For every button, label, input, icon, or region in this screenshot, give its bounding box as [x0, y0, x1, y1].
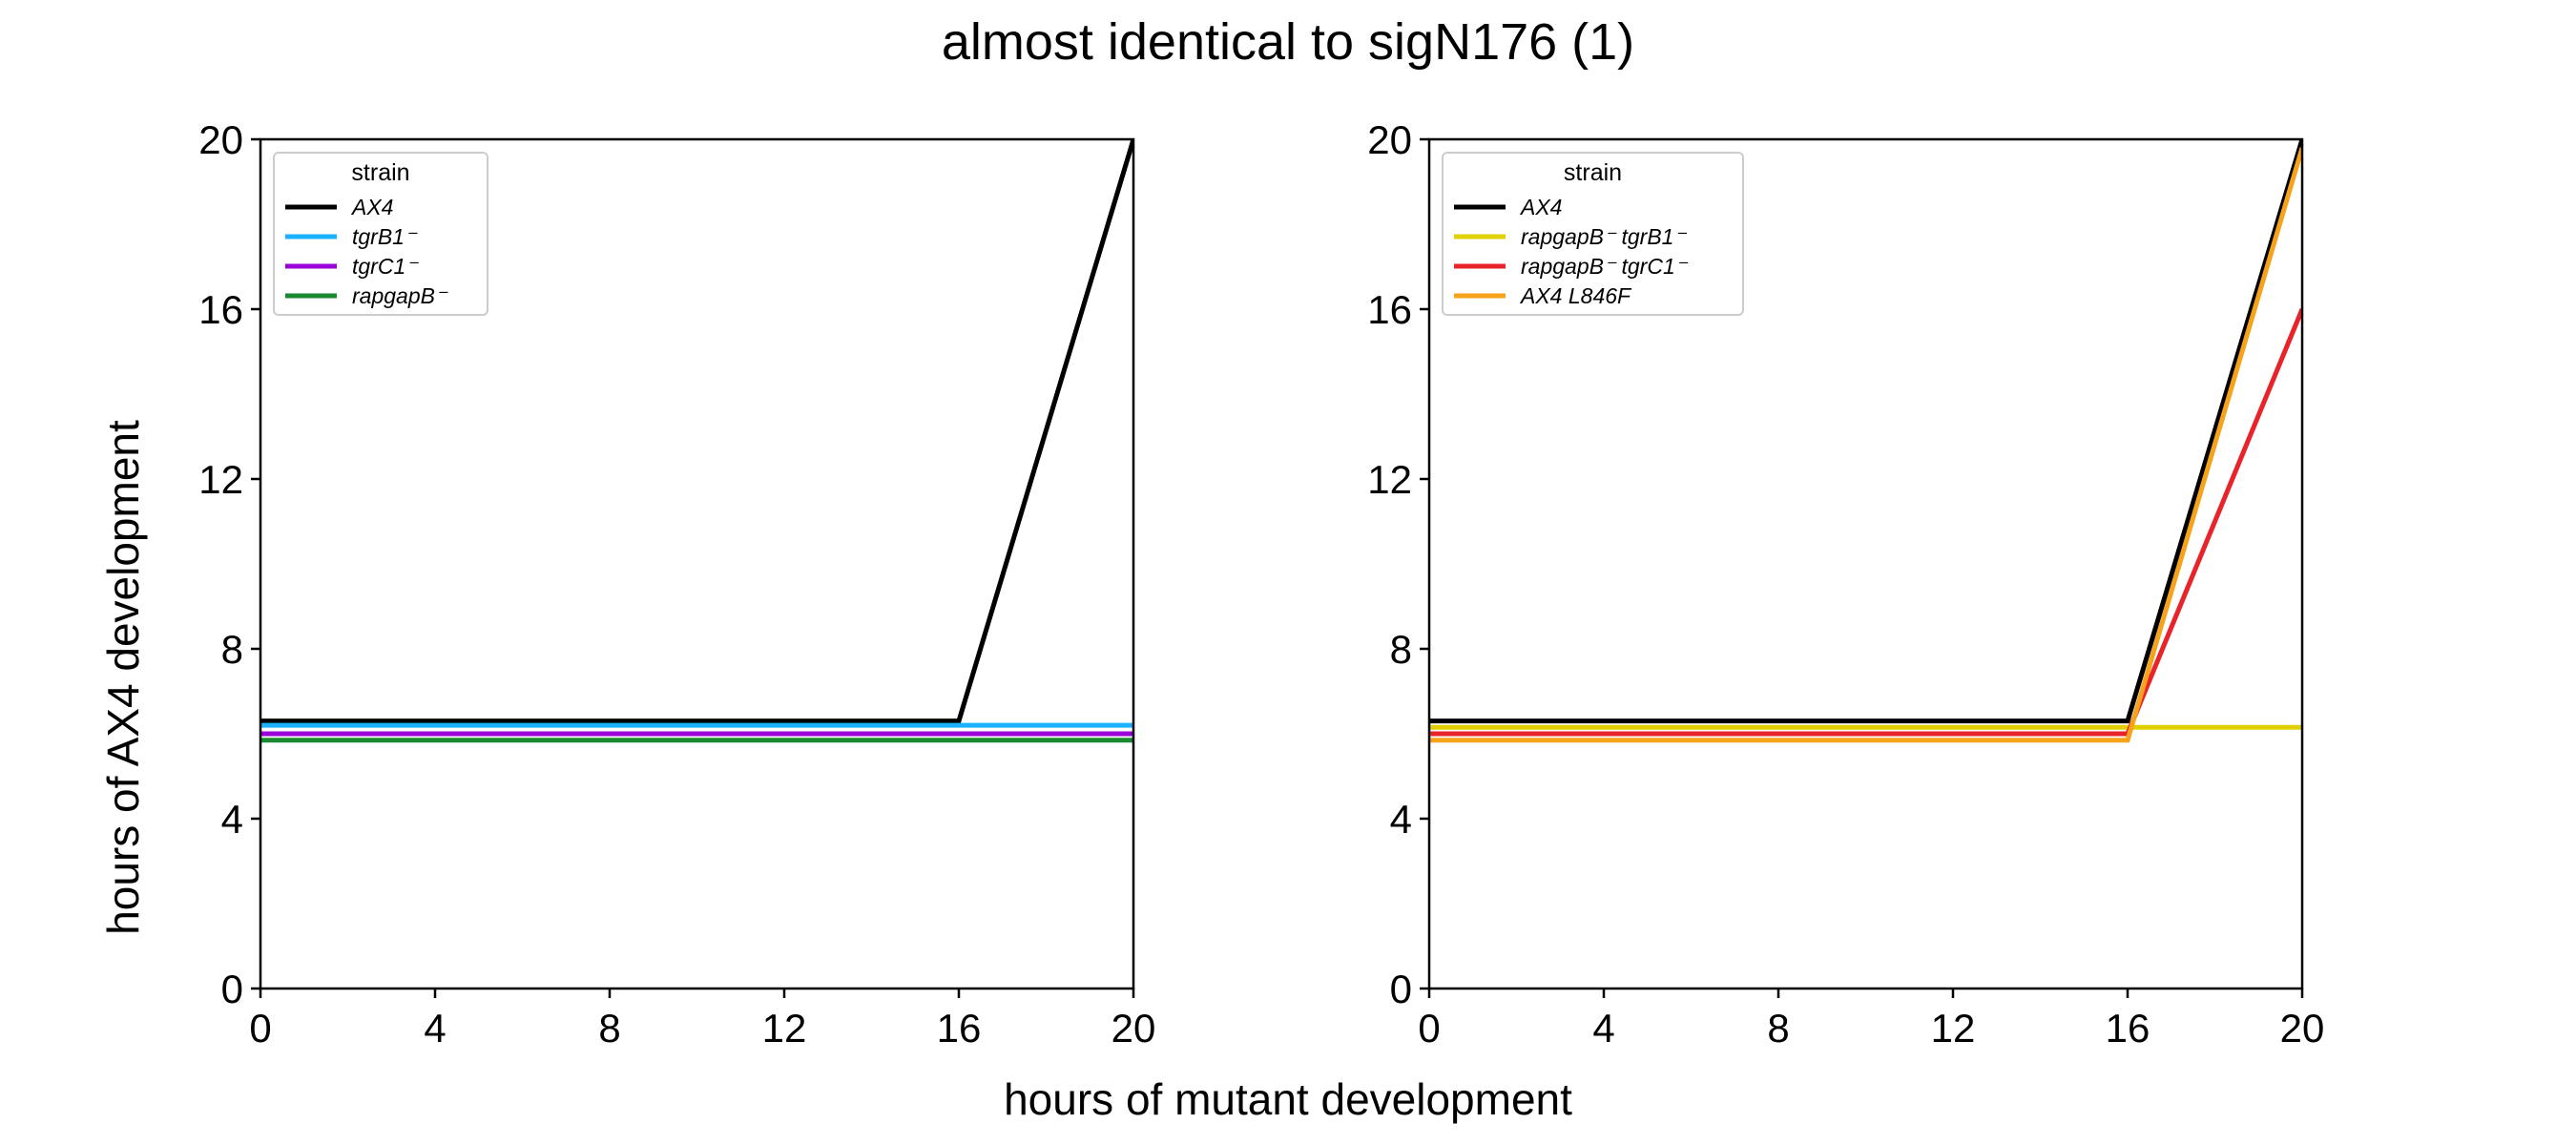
- y-tick-label: 0: [221, 967, 243, 1011]
- y-tick-label: 16: [1367, 287, 1412, 332]
- y-tick-label: 0: [1390, 967, 1412, 1011]
- x-tick-label: 20: [2280, 1006, 2325, 1051]
- legend-label: AX4 L846F: [1519, 283, 1632, 308]
- x-tick-label: 0: [1418, 1006, 1440, 1051]
- y-tick-label: 4: [221, 797, 243, 842]
- x-tick-label: 4: [424, 1006, 446, 1051]
- legend-box: [1442, 152, 1744, 316]
- y-tick-label: 4: [1390, 797, 1412, 842]
- legend-label: AX4: [350, 195, 393, 219]
- y-tick-label: 20: [1367, 117, 1412, 162]
- x-tick-label: 16: [2106, 1006, 2150, 1051]
- y-tick-label: 12: [198, 457, 243, 502]
- plot-frame: [259, 137, 1135, 990]
- x-tick-label: 8: [1767, 1006, 1789, 1051]
- legend-label: tgrC1⁻: [352, 254, 419, 279]
- legend-label: rapgapB⁻ tgrB1⁻: [1521, 224, 1687, 249]
- panel-1: 0 4 8 12 16 20 0 4 8 12 16 20 strain AX4 tgrB1⁻ tgrC1⁻ r…: [198, 117, 1155, 1051]
- series-lines: [1429, 138, 2302, 743]
- x-tick-label: 16: [937, 1006, 982, 1051]
- legend-title: strain: [351, 159, 409, 186]
- y-tick-label: 20: [198, 117, 243, 162]
- y-axis-label: hours of AX4 development: [98, 420, 148, 935]
- x-tick-label: 8: [598, 1006, 620, 1051]
- chart-panels: 0 4 8 12 16 20048121620strainAX4tgrB1⁻tgrC1⁻r…: [198, 117, 2324, 1051]
- y-tick-label: 16: [198, 287, 243, 332]
- y-tick-label: 8: [221, 627, 243, 672]
- x-tick-label: 12: [762, 1006, 807, 1051]
- series-line-1: [1429, 138, 2302, 724]
- x-tick-label: 4: [1592, 1006, 1614, 1051]
- legend-label: AX4: [1519, 195, 1562, 219]
- x-tick-label: 0: [249, 1006, 271, 1051]
- series-line-4: [1429, 147, 2302, 743]
- legend-label: tgrB1⁻: [352, 224, 418, 249]
- legend: strain AX4 tgrB1⁻ tgrC1⁻ rapgapB⁻: [273, 152, 488, 316]
- x-axis-label: hours of mutant development: [1004, 1074, 1572, 1124]
- y-tick-label: 8: [1390, 627, 1412, 672]
- legend-title: strain: [1564, 159, 1622, 186]
- plot-frame: [1427, 137, 2304, 990]
- x-tick-label: 12: [1931, 1006, 1976, 1051]
- x-tick-label: 20: [1111, 1006, 1156, 1051]
- series-line-3: [1429, 308, 2302, 737]
- figure-title: almost identical to sigN176 (1): [942, 13, 1634, 71]
- series-lines: [260, 138, 1133, 743]
- legend-label: rapgapB⁻ tgrC1⁻: [1521, 254, 1689, 279]
- legend-label: rapgapB⁻: [352, 283, 448, 308]
- series-line-1: [260, 138, 1133, 724]
- legend-box: [273, 152, 488, 316]
- y-tick-label: 12: [1367, 457, 1412, 502]
